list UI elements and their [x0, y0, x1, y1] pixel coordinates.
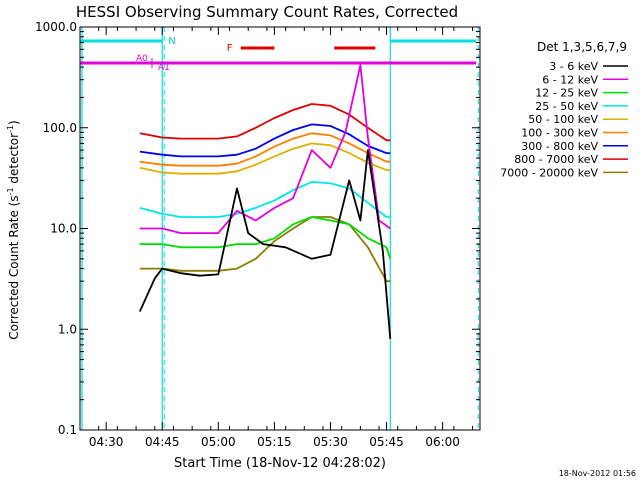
x-axis: 04:30 04:45 05:00 05:15 05:30 05:45 06:00	[79, 27, 474, 449]
legend-label: 100 - 300 keV	[521, 127, 598, 140]
series-line	[138, 149, 392, 340]
legend-label: 25 - 50 keV	[535, 100, 598, 113]
x-tick-label: 05:30	[313, 435, 348, 449]
x-tick-label: 06:00	[425, 435, 460, 449]
series-line	[139, 180, 391, 218]
x-tick-label: 05:00	[201, 435, 236, 449]
legend-label: 800 - 7000 keV	[514, 153, 598, 166]
y-tick-label: 100.0	[43, 121, 77, 135]
series-line	[139, 142, 391, 175]
series-line	[139, 103, 391, 142]
timestamp: 18-Nov-2012 01:56	[559, 469, 636, 478]
y-axis: 0.1 1.0 10.0 100.0 1000.0	[35, 20, 480, 437]
x-tick-label: 05:45	[369, 435, 404, 449]
series-line	[139, 64, 391, 235]
legend-label: 12 - 25 keV	[535, 87, 598, 100]
x-axis-label: Start Time (18-Nov-12 04:28:02)	[174, 456, 386, 471]
legend-label: 300 - 800 keV	[521, 140, 598, 153]
y-tick-label: 10.0	[50, 222, 77, 236]
series-line	[139, 216, 392, 260]
x-tick-label: 05:15	[257, 435, 292, 449]
legend-label: 6 - 12 keV	[542, 73, 598, 86]
y-tick-label: 0.1	[58, 423, 77, 437]
attenuator-a1-label: A1	[158, 63, 170, 73]
legend-label: 3 - 6 keV	[549, 60, 598, 73]
night-label: N	[168, 36, 175, 47]
x-tick-label: 04:45	[145, 435, 180, 449]
legend-label: 50 - 100 keV	[528, 113, 598, 126]
attenuator-a0-label: A0	[136, 54, 148, 64]
series-line	[139, 132, 391, 167]
flare-label: F	[227, 43, 233, 54]
y-tick-label: 1.0	[58, 322, 77, 336]
chart-title: HESSI Observing Summary Count Rates, Cor…	[76, 3, 458, 21]
y-tick-label: 1000.0	[35, 20, 77, 34]
plot-area: N F A0 A1	[80, 27, 479, 430]
series-line	[139, 123, 391, 158]
series-line	[139, 216, 391, 283]
legend-label: 7000 - 20000 keV	[500, 166, 598, 179]
x-tick-label: 04:30	[89, 435, 124, 449]
legend-title: Det 1,3,5,6,7,9	[537, 40, 627, 54]
y-axis-label: Corrected Count Rate (s-1 detector-1)	[6, 120, 21, 339]
